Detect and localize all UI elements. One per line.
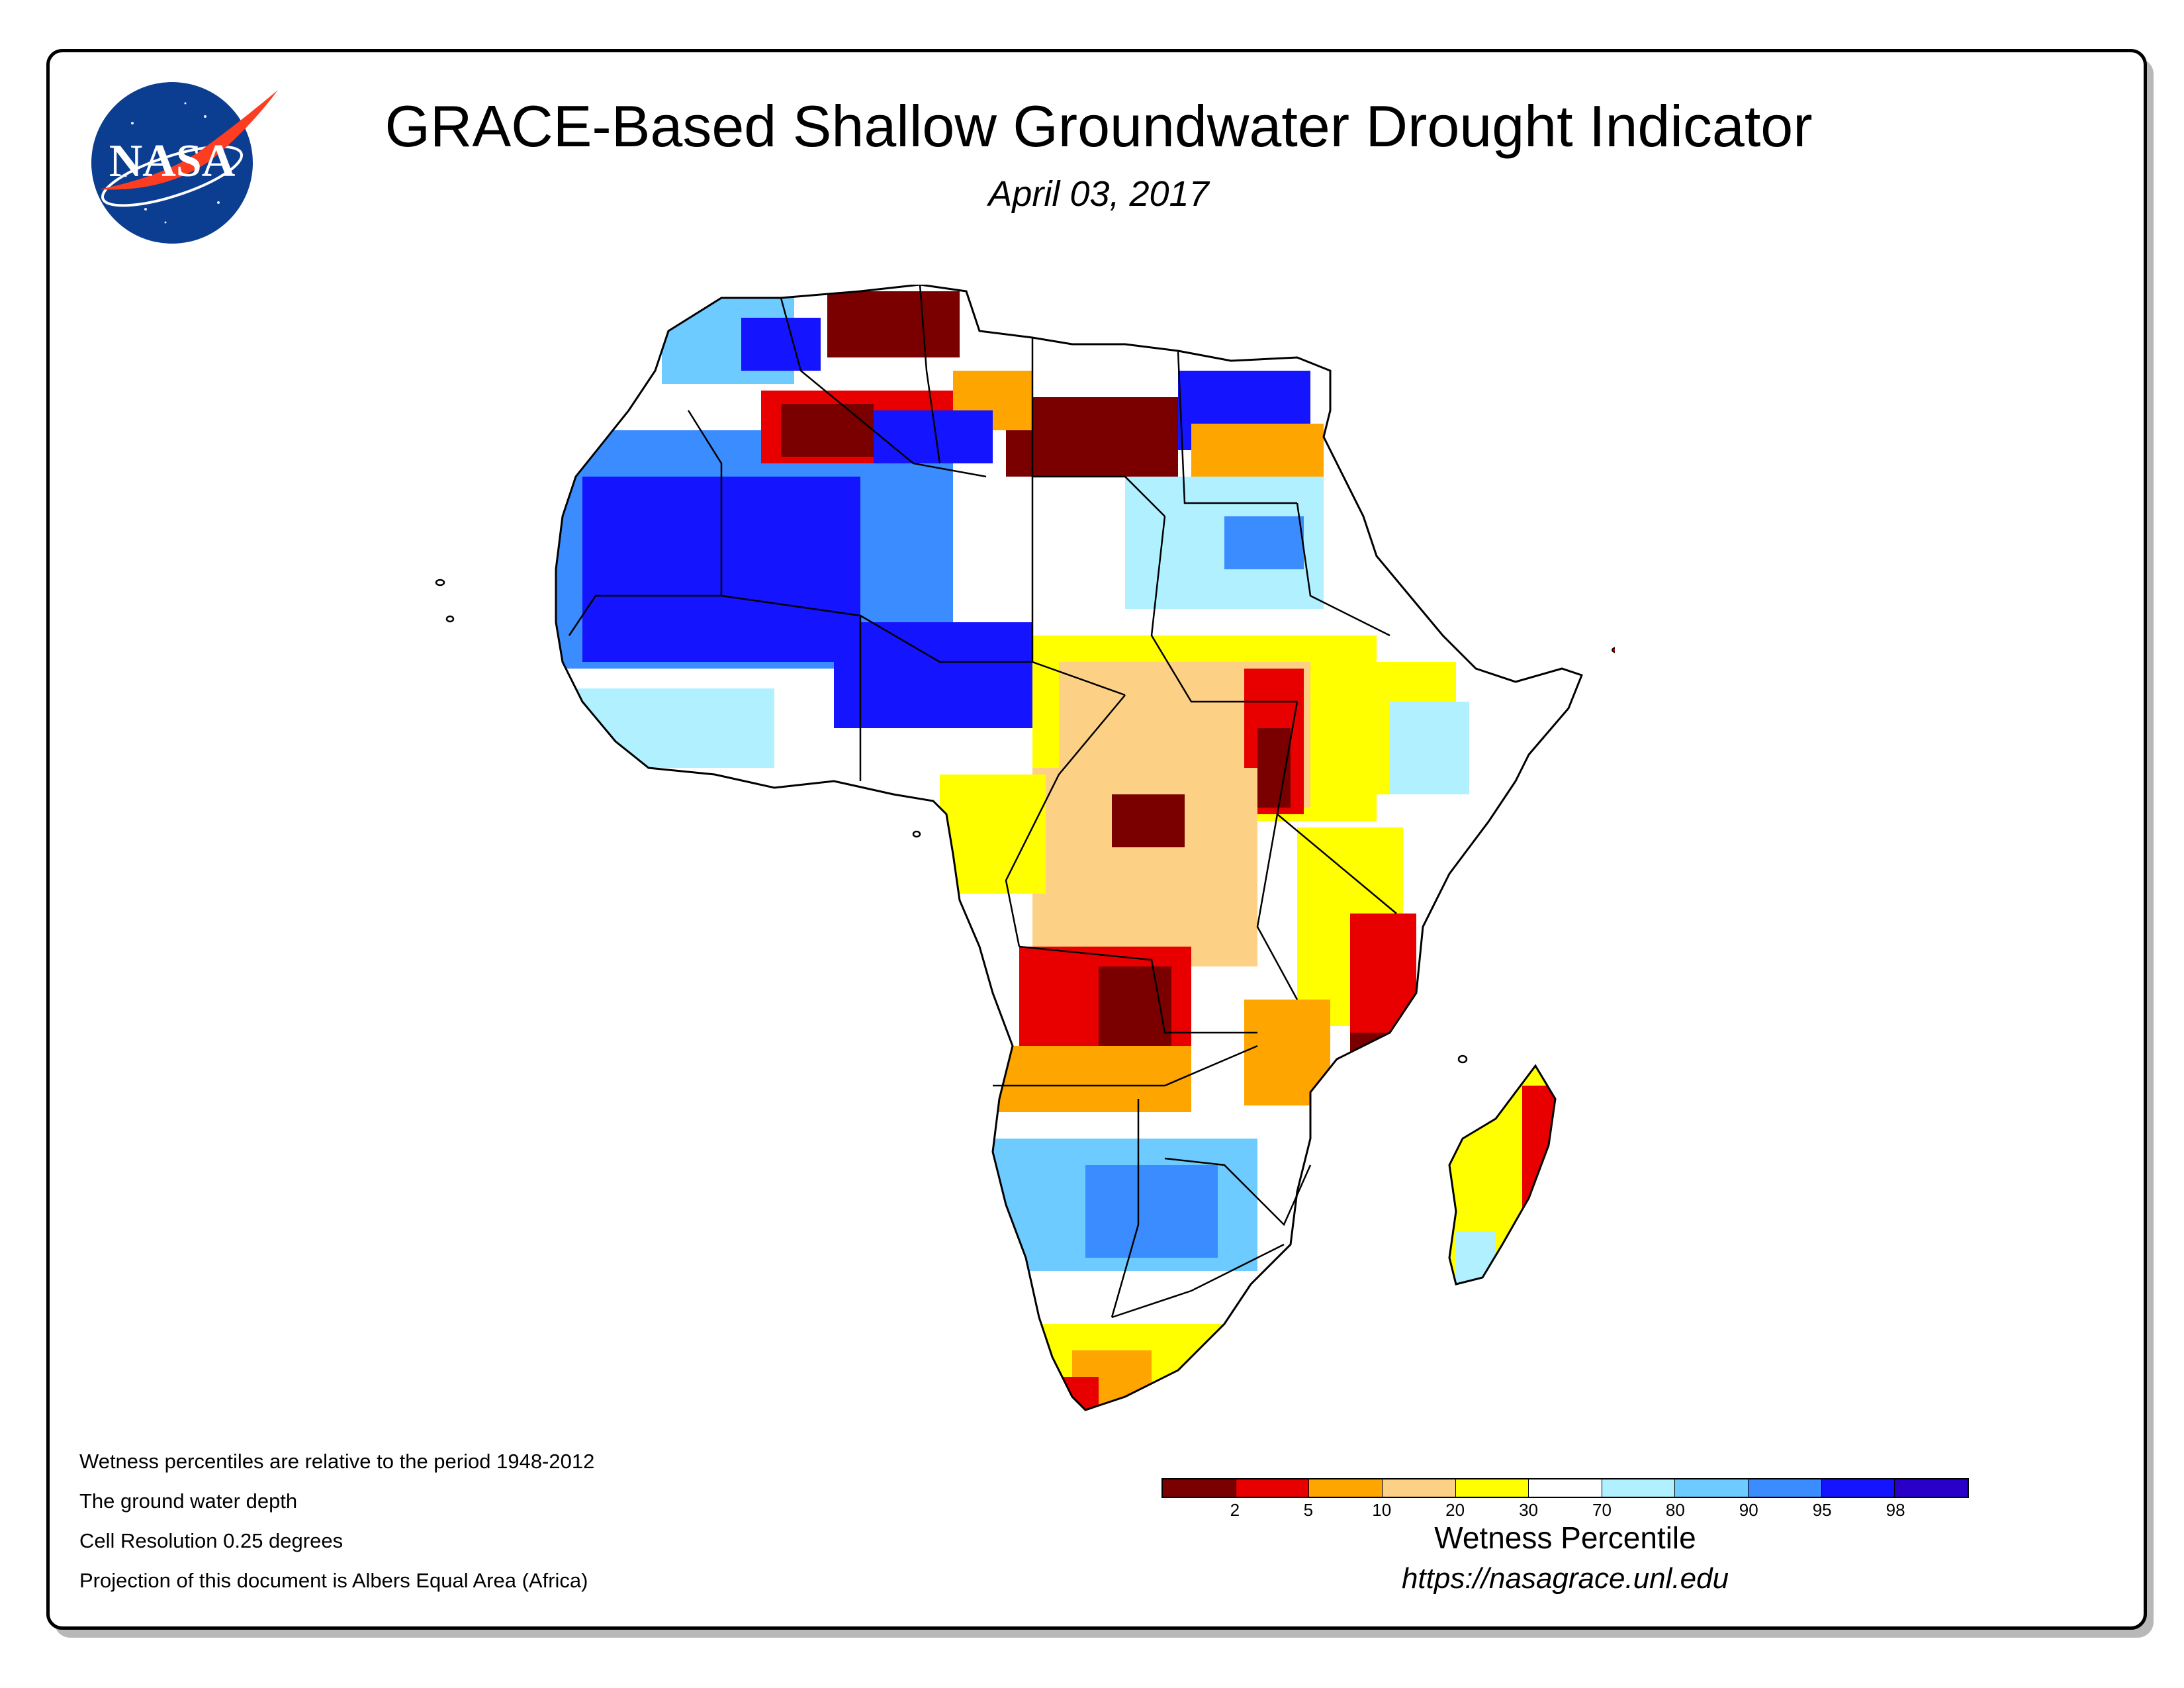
madagascar-outline <box>1448 1064 1557 1286</box>
legend-swatch <box>1382 1479 1456 1497</box>
nasa-vector-swoosh <box>99 90 278 190</box>
legend-swatch <box>1895 1479 1968 1497</box>
legend-swatch <box>1309 1479 1383 1497</box>
legend-swatch <box>1749 1479 1822 1497</box>
legend-swatch <box>1455 1479 1529 1497</box>
islands <box>435 579 1468 1064</box>
legend-swatch <box>1675 1479 1749 1497</box>
legend-tick-label: 80 <box>1665 1500 1685 1520</box>
note-percentile-period: Wetness percentiles are relative to the … <box>79 1450 595 1473</box>
africa-map <box>435 285 1615 1411</box>
legend-swatch <box>1821 1479 1895 1497</box>
legend-swatch <box>1602 1479 1676 1497</box>
note-depth: The ground water depth <box>79 1489 298 1513</box>
legend-swatch <box>1236 1479 1310 1497</box>
legend-tick-label: 70 <box>1592 1500 1612 1520</box>
source-url[interactable]: https://nasagrace.unl.edu <box>1401 1562 1729 1595</box>
africa-coastline <box>555 285 1583 1411</box>
note-projection: Projection of this document is Albers Eq… <box>79 1569 588 1592</box>
legend-title: Wetness Percentile <box>1434 1521 1696 1555</box>
legend-tick-label: 30 <box>1519 1500 1538 1520</box>
note-resolution: Cell Resolution 0.25 degrees <box>79 1529 343 1552</box>
legend-tick-label: 5 <box>1303 1500 1314 1520</box>
legend-ticks: 2 5 10 20 30 70 80 90 95 98 <box>1161 1500 1969 1524</box>
legend-swatch <box>1163 1479 1236 1497</box>
legend-tick-label: 98 <box>1886 1500 1905 1520</box>
legend-tick-label: 10 <box>1372 1500 1392 1520</box>
legend-tick-label: 20 <box>1445 1500 1465 1520</box>
nasa-logo-text: NASA <box>109 136 236 187</box>
wetness-legend-bar <box>1161 1478 1969 1498</box>
map-date: April 03, 2017 <box>988 174 1209 214</box>
country-borders <box>568 285 1397 1319</box>
legend-tick-label: 90 <box>1739 1500 1758 1520</box>
map-title: GRACE-Based Shallow Groundwater Drought … <box>385 93 1813 159</box>
legend-tick-label: 2 <box>1230 1500 1240 1520</box>
legend-swatch <box>1529 1479 1602 1497</box>
legend-tick-label: 95 <box>1812 1500 1832 1520</box>
nasa-logo: NASA <box>91 82 278 244</box>
